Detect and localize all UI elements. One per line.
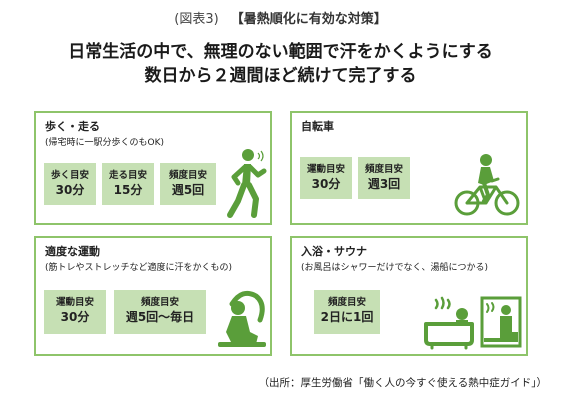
card-title: 歩く・走る xyxy=(45,120,100,133)
runner-icon xyxy=(227,149,267,218)
figure-label: (図表3) xyxy=(174,12,219,27)
bath-sauna-icon xyxy=(424,296,522,350)
card-bicycle: 自転車 運動目安 30分 頻度目安 週3回 xyxy=(290,111,528,225)
exercise-target-badge: 運動目安 30分 xyxy=(300,157,352,199)
card-subtitle: (帰宅時に一駅分歩くのもOK) xyxy=(45,138,165,148)
badge-value: 週5回～毎日 xyxy=(125,310,195,324)
card-title: 適度な運動 xyxy=(45,245,100,258)
badge-label: 頻度目安 xyxy=(327,297,366,308)
headline-line-2: 数日から２週間ほど続けて完了する xyxy=(144,66,417,86)
frequency-badge: 頻度目安 週5回 xyxy=(160,163,216,205)
badge-label: 頻度目安 xyxy=(168,170,207,181)
card-title: 自転車 xyxy=(301,120,334,133)
badge-label: 運動目安 xyxy=(55,297,94,308)
badge-label: 歩く目安 xyxy=(50,170,89,181)
figure-title: 【暑熱順化に有効な対策】 xyxy=(230,12,387,27)
headline: 日常生活の中で、無理のない範囲で汗をかくようにする 数日から２週間ほど続けて完了… xyxy=(0,40,561,88)
cyclist-icon xyxy=(454,154,520,216)
run-target-badge: 走る目安 15分 xyxy=(102,163,154,205)
card-walk-run: 歩く・走る (帰宅時に一駅分歩くのもOK) 歩く目安 30分 走る目安 15分 … xyxy=(34,111,272,225)
figure-header: (図表3) 【暑熱順化に有効な対策】 xyxy=(0,8,561,27)
badge-label: 運動目安 xyxy=(306,164,345,175)
card-moderate-exercise: 適度な運動 (筋トレやストレッチなど適度に汗をかくもの) 運動目安 30分 頻度… xyxy=(34,236,272,356)
frequency-badge: 頻度目安 週3回 xyxy=(358,157,410,199)
badge-value: 15分 xyxy=(113,183,143,197)
badge-label: 頻度目安 xyxy=(364,164,403,175)
frequency-badge: 頻度目安 週5回～毎日 xyxy=(114,290,206,334)
badge-value: 2日に1回 xyxy=(320,310,374,324)
badge-value: 30分 xyxy=(311,177,341,191)
card-bath-sauna: 入浴・サウナ (お風呂はシャワーだけでなく、湯船につかる) 頻度目安 2日に1回 xyxy=(290,236,528,356)
frequency-badge: 頻度目安 2日に1回 xyxy=(314,290,380,334)
badge-value: 週3回 xyxy=(367,177,401,191)
card-subtitle: (お風呂はシャワーだけでなく、湯船につかる) xyxy=(301,263,489,273)
walk-target-badge: 歩く目安 30分 xyxy=(44,163,96,205)
card-title: 入浴・サウナ xyxy=(301,245,367,258)
badge-label: 走る目安 xyxy=(108,170,147,181)
exercise-target-badge: 運動目安 30分 xyxy=(44,290,106,334)
source-note: （出所：厚生労働省「働く人の今すぐ使える熱中症ガイド」） xyxy=(258,377,547,389)
headline-line-1: 日常生活の中で、無理のない範囲で汗をかくようにする xyxy=(68,42,493,62)
badge-value: 30分 xyxy=(55,183,85,197)
badge-value: 30分 xyxy=(60,310,90,324)
badge-label: 頻度目安 xyxy=(140,297,179,308)
stretch-icon xyxy=(218,290,266,347)
badge-value: 週5回 xyxy=(171,183,205,197)
card-subtitle: (筋トレやストレッチなど適度に汗をかくもの) xyxy=(45,263,233,273)
